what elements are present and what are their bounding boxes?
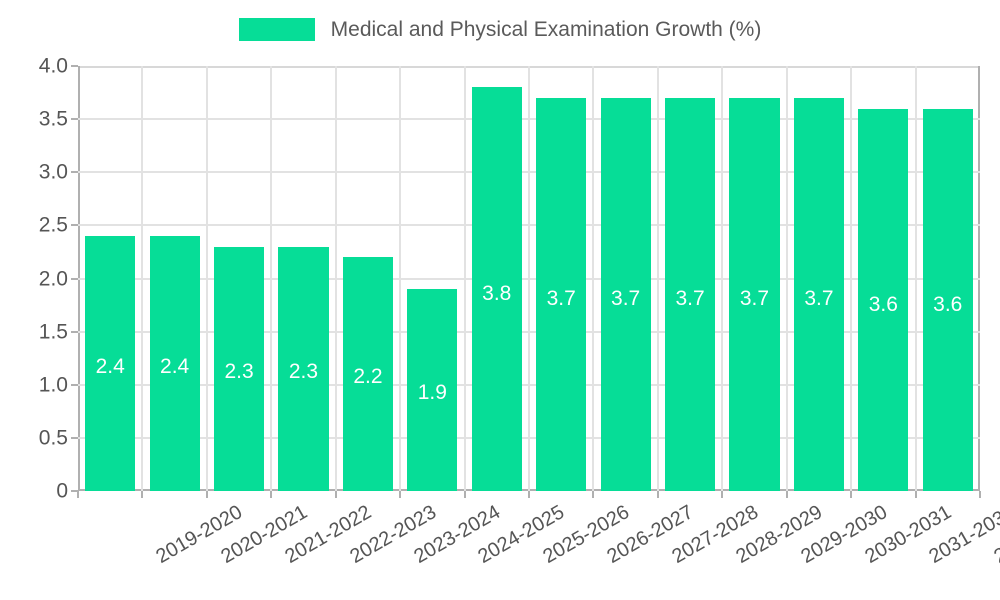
y-tick-mark	[71, 436, 78, 439]
y-tick-mark	[71, 383, 78, 386]
y-tick-label: 3.5	[38, 107, 68, 131]
bar[interactable]	[407, 289, 458, 491]
x-tick-mark	[528, 491, 530, 498]
x-tick-mark	[721, 491, 724, 498]
gridline-vertical	[785, 66, 788, 491]
bar-value-label: 3.7	[739, 287, 770, 311]
plot-area: 2.4 2.4 2.3 2.3 2.2 1.9 3.8 3.7 3.7 3.7 3.7 3.7 3.6 3…	[71, 65, 980, 492]
bar-value-label: 3.6	[868, 292, 898, 316]
x-axis-tick-labels: 2019-2020 2020-2021 2021-2022 2022-2023 2023…	[78, 501, 1000, 600]
y-tick-label: 3.0	[38, 160, 68, 184]
y-tick-mark	[71, 224, 78, 227]
y-tick-label: 1.5	[38, 320, 68, 344]
gridline-vertical	[592, 66, 595, 491]
gridline-vertical	[850, 66, 853, 491]
bar-value-label: 3.7	[611, 287, 641, 311]
x-tick-mark	[785, 491, 788, 498]
y-tick-label: 1.0	[38, 373, 68, 397]
bar-value-label: 2.2	[353, 365, 383, 389]
bar[interactable]	[858, 108, 909, 491]
bar[interactable]	[149, 236, 200, 491]
y-tick-mark	[71, 330, 78, 333]
bar[interactable]	[922, 108, 973, 491]
gridline-vertical	[205, 66, 208, 491]
gridline-vertical	[656, 66, 659, 491]
bar[interactable]	[213, 246, 265, 491]
bar-value-label: 1.9	[417, 381, 447, 405]
legend-color-swatch	[238, 17, 315, 41]
x-tick-mark	[399, 491, 402, 498]
bar[interactable]	[85, 236, 136, 491]
bar-value-label: 2.3	[224, 360, 254, 384]
bar[interactable]	[664, 97, 716, 491]
bar[interactable]	[600, 97, 651, 491]
x-tick-mark	[270, 491, 273, 498]
bar-value-label: 2.3	[288, 360, 319, 384]
legend-label: Medical and Physical Examination Growth …	[330, 17, 762, 41]
gridline-vertical	[334, 66, 337, 491]
bar-value-label: 2.4	[160, 355, 190, 379]
y-tick-mark	[71, 171, 78, 174]
y-tick-label: 2.0	[38, 267, 68, 290]
gridline-vertical	[141, 66, 144, 491]
bar-value-label: 3.7	[675, 287, 705, 311]
y-axis-tick-labels: 0 0.5 1.0 1.5 2.0 2.5 3.0 3.5 4.0	[0, 56, 78, 502]
x-tick-mark	[205, 491, 208, 498]
bar[interactable]	[729, 97, 780, 491]
bar-value-label: 3.7	[804, 287, 834, 311]
gridline-vertical	[270, 66, 273, 491]
bar-value-label: 3.6	[933, 292, 963, 316]
bar[interactable]	[793, 97, 845, 491]
bar-value-label: 3.8	[482, 282, 512, 306]
gridline-vertical	[463, 66, 466, 491]
chart-legend: Medical and Physical Examination Growth …	[0, 12, 1000, 46]
bar[interactable]	[536, 97, 587, 491]
x-tick-mark	[656, 491, 659, 498]
bar-value-label: 2.4	[95, 355, 125, 379]
bar[interactable]	[342, 257, 394, 491]
bar-value-label: 3.7	[546, 287, 576, 311]
y-tick-mark	[71, 65, 78, 67]
x-tick-mark	[334, 491, 337, 498]
y-tick-label: 4.0	[38, 54, 68, 78]
y-tick-label: 0	[56, 479, 68, 503]
gridline-vertical	[528, 66, 530, 491]
x-tick-mark	[979, 491, 981, 498]
gridline-vertical	[399, 66, 402, 491]
x-tick-mark	[592, 491, 595, 498]
x-tick-mark	[141, 491, 144, 498]
bar[interactable]	[278, 246, 329, 491]
x-tick-mark	[463, 491, 466, 498]
y-tick-mark	[71, 490, 78, 492]
y-tick-mark	[71, 118, 78, 121]
bar[interactable]	[471, 87, 522, 491]
y-tick-mark	[71, 277, 78, 280]
y-tick-label: 2.5	[38, 213, 68, 237]
x-tick-mark	[77, 491, 79, 498]
x-tick-mark	[850, 491, 853, 498]
y-tick-label: 0.5	[38, 426, 68, 450]
gridline-vertical	[721, 66, 724, 491]
x-tick-mark	[914, 491, 917, 498]
gridline-vertical	[914, 66, 917, 491]
